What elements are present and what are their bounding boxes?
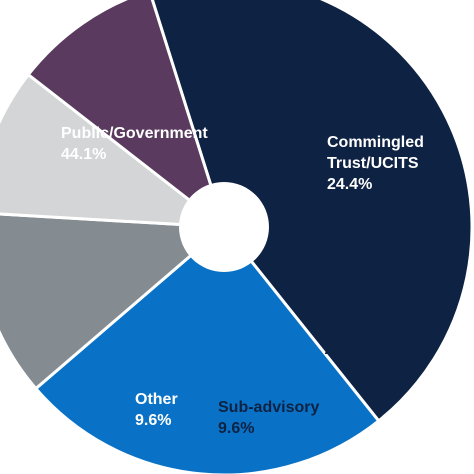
slice-category-label: Trust/UCITS: [327, 155, 419, 172]
slice-category-label: Union: [324, 320, 369, 337]
slice-category-label: Other: [135, 391, 178, 408]
slice-label-0: Public/Government 44.1%: [61, 125, 208, 163]
slice-category-label: Commingled: [327, 134, 424, 151]
slice-label-2: Corporate/Union 12.2%: [324, 299, 405, 358]
pie-slice-2: [0, 212, 228, 391]
slice-value-label: 9.6%: [135, 412, 171, 429]
slice-label-3: Sub-advisory 9.6%: [218, 399, 319, 437]
slice-value-label: 12.2%: [324, 341, 369, 358]
slice-category-label: Public/Government: [61, 125, 208, 142]
slice-category-label: Corporate/: [324, 299, 405, 316]
slice-label-4: Other 9.6%: [135, 391, 178, 429]
pie-slice-3: [0, 72, 229, 229]
slice-value-label: 44.1%: [61, 146, 106, 163]
pie-slice-4: [26, 0, 227, 232]
slice-label-1: Commingled Trust/UCITS 24.4%: [327, 134, 424, 193]
donut-hole: [179, 182, 269, 272]
pie-slice-0: [150, 0, 474, 423]
slice-value-label: 24.4%: [327, 176, 372, 193]
slice-category-label: Sub-advisory: [218, 399, 319, 416]
slice-value-label: 9.6%: [218, 420, 254, 437]
